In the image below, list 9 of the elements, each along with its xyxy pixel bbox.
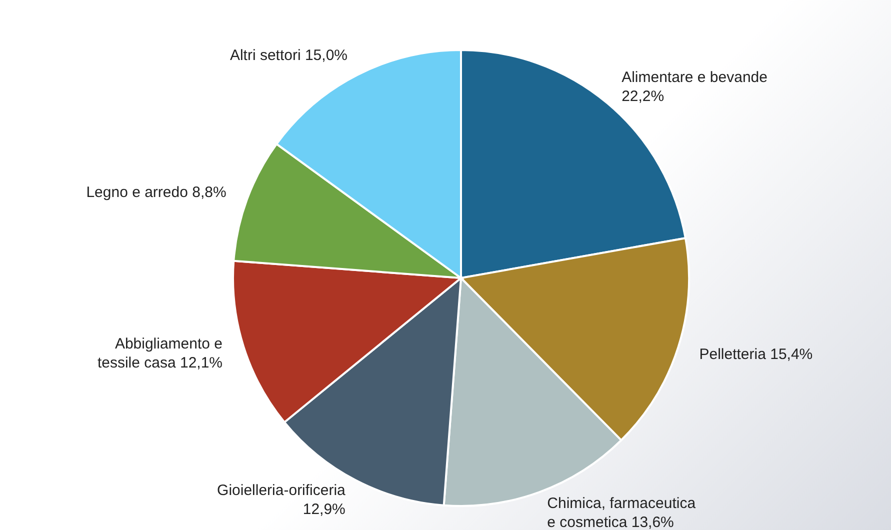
data-label: 22,2% xyxy=(622,88,664,105)
data-label: 12,9% xyxy=(302,501,346,518)
slice-label: Abbigliamento e tessile casa 12,1% xyxy=(97,336,223,372)
slice-label: Pelletteria 15,4% xyxy=(699,346,813,363)
slice-label: Altri settori 15,0% xyxy=(230,47,348,64)
slice-label: Legno e arredo 8,8% xyxy=(86,184,226,201)
slice-label: Gioielleria-orificeria xyxy=(217,482,346,500)
slice-label: Chimica, farmaceutica e cosmetica 13,6% xyxy=(547,495,696,530)
slice-label: Alimentare e bevande xyxy=(622,68,768,86)
